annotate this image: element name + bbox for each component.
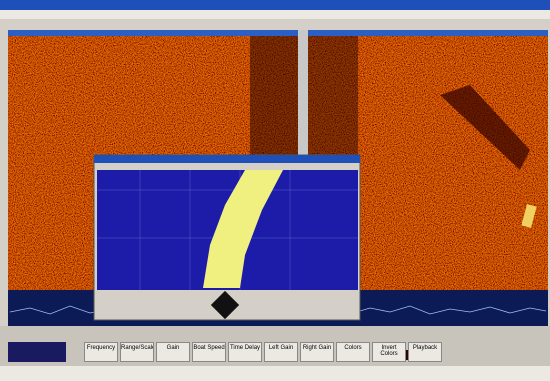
right-header <box>308 30 548 36</box>
toolbar-button[interactable]: Boat Speed <box>192 342 226 362</box>
dialog-title-bar <box>94 155 360 163</box>
toolbar-button[interactable]: Left Gain <box>264 342 298 362</box>
toolbar-button[interactable]: Invert Colors <box>372 342 406 362</box>
toolbar-button[interactable]: Range/Scale <box>120 342 154 362</box>
left-header <box>8 30 298 36</box>
logo <box>8 342 66 362</box>
sonar-app: FrequencyRange/ScaleGainBoat SpeedTime D… <box>0 0 550 381</box>
toolbar-button[interactable]: Frequency <box>84 342 118 362</box>
toolbar-button[interactable]: Right Gain <box>300 342 334 362</box>
status-bar <box>0 366 550 381</box>
menu-bar <box>0 10 550 19</box>
title-bar <box>0 0 550 10</box>
toolbar-button[interactable]: Time Delay <box>228 342 262 362</box>
toolbar-button[interactable]: Colors <box>336 342 370 362</box>
toolbar-button[interactable]: Playback <box>408 342 442 362</box>
toolbar-button[interactable]: Gain <box>156 342 190 362</box>
screen <box>0 0 550 381</box>
